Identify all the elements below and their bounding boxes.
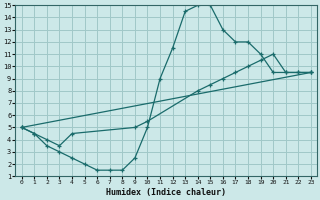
X-axis label: Humidex (Indice chaleur): Humidex (Indice chaleur) [106,188,226,197]
